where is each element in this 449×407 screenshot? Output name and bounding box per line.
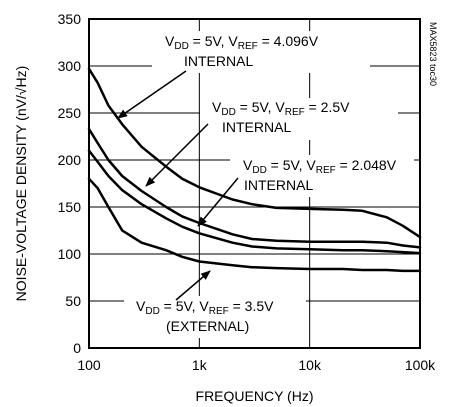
y-tick-label: 100 [58,246,82,262]
y-tick-label: 200 [58,152,82,168]
annotation-35: VDD = 5V, VREF = 3.5V (EXTERNAL) [124,270,306,338]
svg-text:INTERNAL: INTERNAL [184,53,253,69]
svg-text:(EXTERNAL): (EXTERNAL) [166,318,249,334]
series-line-3 [87,177,422,273]
y-tick-label: 50 [65,293,81,309]
y-tick-label: 0 [73,340,81,356]
svg-text:VDD = 5V, VREF = 2.048V: VDD = 5V, VREF = 2.048V [243,157,397,176]
plot-frame [88,18,421,349]
annotation-2048: VDD = 5V, VREF = 2.048V INTERNAL [197,155,414,227]
series-line-0 [87,67,422,239]
tick-labels: 0 50 100 150 200 250 300 350 100 1k 10k 100k [58,11,437,373]
series-line-2 [87,149,422,255]
svg-text:INTERNAL: INTERNAL [222,119,291,135]
y-axis-label: NOISE-VOLTAGE DENSITY (nV/√Hz) [13,66,29,302]
y-tick-label: 250 [58,105,82,121]
annotation-25: VDD = 5V, VREF = 2.5V INTERNAL [145,98,398,187]
x-tick-label: 10k [298,357,322,373]
series-line-1 [87,127,422,249]
svg-text:VDD = 5V, VREF = 3.5V: VDD = 5V, VREF = 3.5V [136,298,274,317]
svg-text:VDD = 5V, VREF = 2.5V: VDD = 5V, VREF = 2.5V [212,99,350,118]
annotation-4096: VDD = 5V, VREF = 4.096V INTERNAL [117,31,370,119]
x-tick-label: 1k [192,357,208,373]
y-tick-label: 350 [58,11,82,27]
x-tick-label: 100k [405,357,436,373]
x-axis-label: FREQUENCY (Hz) [196,388,314,404]
y-tick-label: 150 [58,199,82,215]
y-tick-label: 300 [58,58,82,74]
svg-text:INTERNAL: INTERNAL [244,177,313,193]
x-tick-label: 100 [77,357,101,373]
chart-id-label: MAX5823 toc30 [428,22,438,86]
svg-text:VDD = 5V, VREF = 4.096V: VDD = 5V, VREF = 4.096V [165,33,319,52]
